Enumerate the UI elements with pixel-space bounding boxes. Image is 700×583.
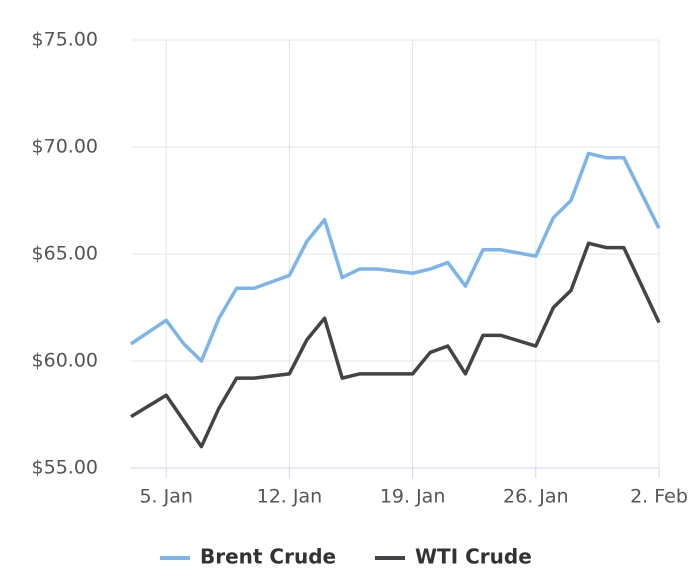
y-tick-label: $60.00 — [32, 350, 98, 372]
y-tick-label: $55.00 — [32, 457, 98, 479]
x-tick-label: 2. Feb — [630, 486, 688, 508]
x-tick-label: 12. Jan — [257, 486, 323, 508]
data-line — [130, 241, 661, 449]
y-tick-label: $65.00 — [32, 243, 98, 265]
y-tick-label: $75.00 — [32, 29, 98, 51]
data-line — [130, 151, 661, 363]
legend-item: WTI Crude — [375, 545, 532, 569]
x-tick-label: 19. Jan — [380, 486, 446, 508]
x-tick-label: 26. Jan — [503, 486, 569, 508]
legend-label: Brent Crude — [200, 545, 336, 569]
y-tick-label: $70.00 — [32, 136, 98, 158]
legend-label: WTI Crude — [415, 545, 532, 569]
x-tick-label: 5. Jan — [139, 486, 192, 508]
legend-item: Brent Crude — [160, 545, 336, 569]
